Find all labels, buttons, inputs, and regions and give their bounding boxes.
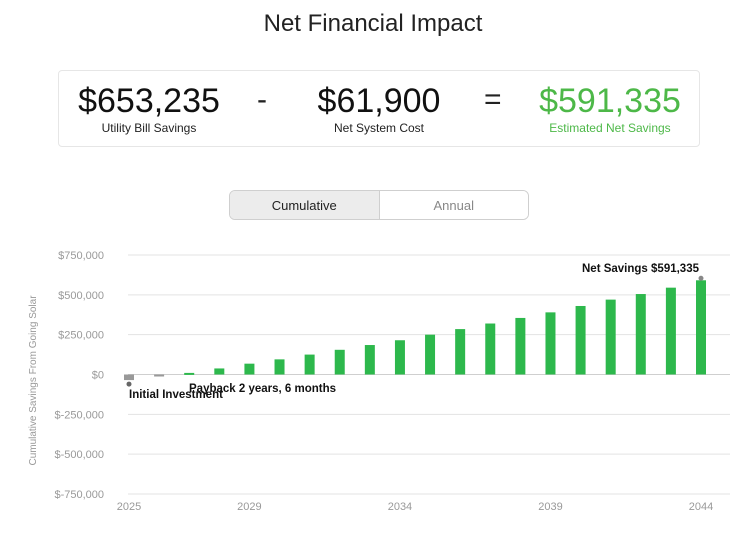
chart-bar <box>605 299 616 375</box>
initial-investment-annotation: Initial Investment <box>129 389 223 401</box>
system-cost-block: $61,900 Net System Cost <box>299 81 459 135</box>
chart-bar <box>214 368 225 375</box>
chart-bar <box>244 363 255 375</box>
chart-bar <box>425 334 436 375</box>
net-savings-block: $591,335 Estimated Net Savings <box>525 81 695 135</box>
chart-bar <box>364 345 375 375</box>
net-savings-value: $591,335 <box>539 82 681 120</box>
y-tick-label: $0 <box>92 370 104 382</box>
chart-bar <box>154 374 165 377</box>
utility-savings-value: $653,235 <box>78 82 220 120</box>
x-tick-label: 2029 <box>237 501 261 513</box>
x-tick-label: 2044 <box>689 501 713 513</box>
y-axis-label: Cumulative Savings From Going Solar <box>28 295 39 466</box>
system-cost-label: Net System Cost <box>333 121 425 135</box>
chart-bar <box>184 372 195 375</box>
system-cost-value: $61,900 <box>317 82 441 120</box>
y-tick-label: $750,000 <box>58 250 104 262</box>
x-tick-label: 2039 <box>538 501 562 513</box>
y-tick-label: $-250,000 <box>54 409 104 421</box>
chart-bar <box>455 329 466 375</box>
page-title: Net Financial Impact <box>263 10 483 37</box>
chart-bar <box>124 374 134 381</box>
utility-savings-label: Utility Bill Savings <box>101 121 197 135</box>
payback-annotation: Payback 2 years, 6 months <box>189 383 336 395</box>
chart-bar <box>304 354 315 375</box>
chart-bar <box>545 312 556 375</box>
chart-bar <box>334 349 345 375</box>
chart-bar <box>515 317 526 375</box>
x-tick-label: 2034 <box>388 501 412 513</box>
chart-bar <box>665 287 676 375</box>
initial-investment-marker <box>126 381 132 387</box>
y-tick-label: $500,000 <box>58 290 104 302</box>
utility-savings-block: $653,235 Utility Bill Savings <box>59 81 239 135</box>
y-tick-label: $-500,000 <box>54 449 104 461</box>
net-savings-annotation: Net Savings $591,335 <box>582 263 700 275</box>
net-savings-label: Estimated Net Savings <box>549 121 671 135</box>
y-tick-label: $250,000 <box>58 330 104 342</box>
tab-cumulative[interactable]: Cumulative <box>230 191 380 219</box>
tab-annual[interactable]: Annual <box>379 191 528 219</box>
chart-bar <box>635 294 646 375</box>
savings-summary-panel: $653,235 Utility Bill Savings - $61,900 … <box>58 70 700 147</box>
minus-operator: - <box>257 83 267 116</box>
x-tick-label: 2025 <box>117 501 141 513</box>
chart-bar <box>575 305 586 375</box>
chart-bar <box>485 323 496 375</box>
net-savings-marker <box>698 275 704 281</box>
chart-bar <box>696 280 706 375</box>
y-tick-label: $-750,000 <box>54 489 104 501</box>
chart-bar <box>274 359 285 375</box>
chart-bar <box>394 340 405 375</box>
view-toggle: Cumulative Annual <box>229 190 529 220</box>
equals-operator: = <box>484 83 502 116</box>
